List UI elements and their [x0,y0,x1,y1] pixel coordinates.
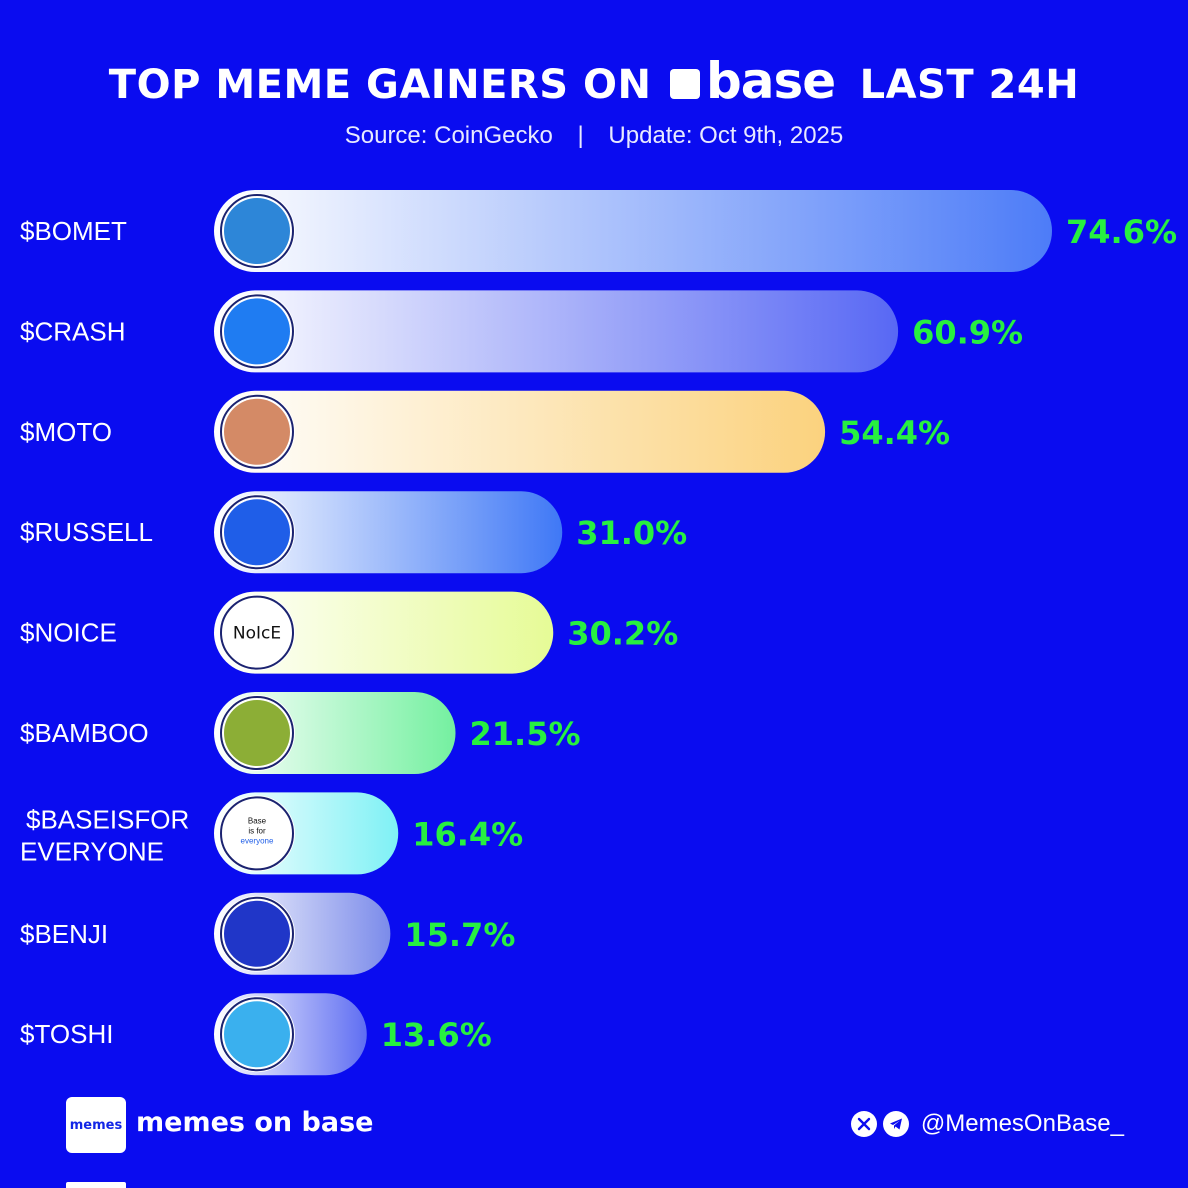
token-icon-toshi [224,1001,290,1068]
token-icon-border-benji [220,896,294,971]
category-label: $CRASH [20,316,125,346]
token-icon-border-toshi [220,997,294,1072]
title-suffix: LAST 24H [859,62,1080,108]
source-label: Source: CoinGecko [344,122,553,149]
footer-social: @MemesOnBase_ [850,1110,1124,1138]
category-label: $BAMBOO [20,718,149,748]
token-icon-crash [224,298,290,365]
telegram-icon[interactable] [882,1111,909,1137]
value-label: 30.2% [567,615,678,653]
x-icon[interactable] [850,1111,877,1137]
bar-chart: $BOMET 74.6% $CRASH 60.9% $MOTO 54.4% $RUSSELL… [20,190,1177,1076]
category-label: $MOTO [20,417,112,447]
token-icon-baseisfor-everyone [224,800,290,867]
token-icon-russell [224,499,290,566]
bar-bomet [214,190,1052,272]
category-label: EVERYONE [20,836,164,866]
value-label: 16.4% [412,815,523,853]
chart-subtitle: Source: CoinGecko | Update: Oct 9th, 202… [0,122,1188,150]
bar-moto [214,390,826,473]
token-icon-border-crash [220,294,294,369]
chart-title: TOP MEME GAINERS ON base LAST 24H [0,52,1188,110]
token-icon-border-baseisfor-everyone [220,796,294,871]
token-icon-moto [224,398,290,465]
token-logo-text-baseisfor-everyone: is for [248,826,266,835]
base-square-icon [669,69,700,99]
token-logo-text-baseisfor-everyone: everyone [241,836,274,845]
update-label: Update: Oct 9th, 2025 [608,122,844,149]
token-icon-benji [224,900,290,967]
value-label: 15.7% [404,916,515,954]
value-label: 21.5% [470,715,581,753]
value-label: 31.0% [576,514,687,552]
title-prefix: TOP MEME GAINERS ON [108,62,652,108]
value-label: 54.4% [839,414,950,452]
value-label: 60.9% [912,313,1023,351]
token-logo-text-baseisfor-everyone: Base [248,816,267,825]
footer-brand: memes on base [136,1107,374,1138]
bar-crash [214,290,899,373]
token-icon-noice [224,599,290,666]
category-label: $BASEISFOR [26,804,189,834]
category-label: $BENJI [20,919,108,949]
category-label: $TOSHI [20,1019,113,1049]
value-label: 74.6% [1066,213,1177,251]
memes-logo: memes [66,1097,126,1153]
token-icon-border-russell [220,495,294,570]
subtitle-separator: | [577,122,584,149]
bar-noice [214,591,554,674]
category-label: $BOMET [20,216,127,246]
bottom-strip [66,1182,126,1188]
token-logo-text-noice: NoIcE [233,624,281,644]
token-icon-bomet [224,198,290,264]
token-icon-border-moto [220,394,294,469]
category-label: $RUSSELL [20,517,153,547]
token-icon-bamboo [224,700,290,766]
title-brand: base [705,52,836,110]
twitter-handle[interactable]: @MemesOnBase_ [920,1110,1124,1137]
token-icon-border-noice [220,595,294,670]
token-icon-border-bamboo [220,696,294,770]
token-icon-border-bomet [220,194,294,268]
value-label: 13.6% [381,1016,492,1054]
bar-russell [214,491,563,574]
category-label: $NOICE [20,618,117,648]
